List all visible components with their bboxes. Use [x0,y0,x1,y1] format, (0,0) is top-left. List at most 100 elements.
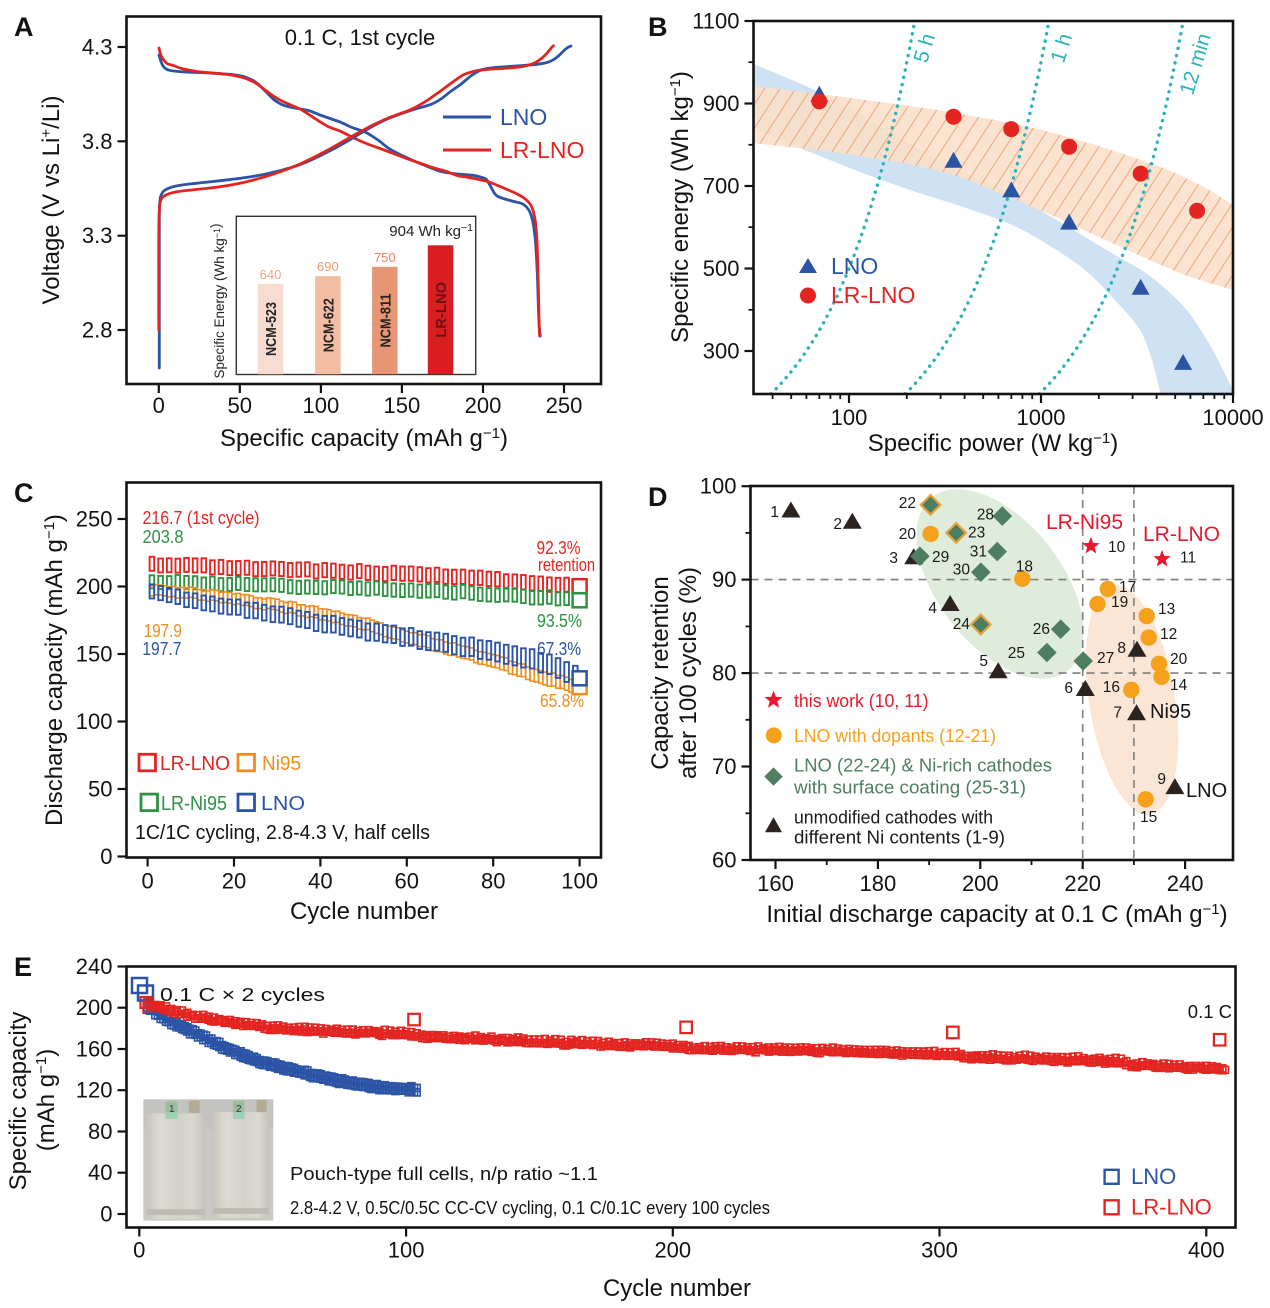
svg-text:150: 150 [384,393,421,418]
svg-text:197.9: 197.9 [144,621,182,641]
svg-text:Specific capacity (mAh g−1): Specific capacity (mAh g−1) [220,425,508,452]
svg-text:4.3: 4.3 [82,35,113,60]
svg-text:LR-LNO: LR-LNO [500,137,584,163]
svg-text:100: 100 [303,393,340,418]
svg-text:15: 15 [1140,809,1157,826]
svg-text:25: 25 [1008,645,1025,662]
svg-text:80: 80 [712,661,736,686]
svg-text:700: 700 [703,174,740,199]
svg-text:LNO: LNO [261,793,305,815]
svg-text:160: 160 [76,1037,113,1062]
svg-text:100: 100 [388,1238,425,1263]
svg-text:LNO (22-24) & Ni-rich cathodes: LNO (22-24) & Ni-rich cathodes [794,756,1052,776]
svg-text:9: 9 [1157,771,1166,788]
svg-text:200: 200 [76,574,113,599]
svg-text:LR-Ni95: LR-Ni95 [161,793,227,815]
svg-text:150: 150 [76,642,113,667]
svg-text:Discharge capacity (mAh g−1): Discharge capacity (mAh g−1) [41,514,68,826]
svg-text:Specific energy (Wh kg−1): Specific energy (Wh kg−1) [667,71,694,343]
svg-text:70: 70 [712,754,736,779]
svg-text:5: 5 [979,653,988,670]
svg-text:LNO: LNO [1186,780,1227,802]
svg-text:LNO: LNO [831,253,878,279]
svg-text:2: 2 [236,1104,242,1115]
svg-text:this work (10, 11): this work (10, 11) [794,691,929,711]
svg-text:500: 500 [703,256,740,281]
svg-text:Voltage (V vs Li+/Li): Voltage (V vs Li+/Li) [38,96,65,305]
svg-text:1: 1 [169,1104,175,1115]
svg-text:24: 24 [953,616,971,633]
svg-text:16: 16 [1103,679,1120,696]
svg-text:10000: 10000 [1202,405,1263,430]
svg-text:3.8: 3.8 [82,129,113,154]
svg-text:0.1 C × 2 cycles: 0.1 C × 2 cycles [160,984,325,1005]
svg-text:60: 60 [712,848,736,873]
svg-text:Specific capacity: Specific capacity [5,1012,32,1191]
svg-text:120: 120 [76,1078,113,1103]
svg-text:LNO with dopants (12-21): LNO with dopants (12-21) [794,726,996,746]
svg-text:28: 28 [977,507,994,524]
svg-text:Capacity retention: Capacity retention [647,576,674,769]
svg-text:unmodified cathodes with: unmodified cathodes with [794,808,993,828]
svg-text:10: 10 [1108,539,1126,556]
svg-text:50: 50 [228,393,252,418]
svg-text:19: 19 [1111,594,1128,611]
svg-text:with surface coating (25-31): with surface coating (25-31) [793,778,1026,798]
svg-text:300: 300 [703,339,740,364]
svg-text:0: 0 [100,1202,112,1227]
svg-text:LNO: LNO [1131,1164,1176,1189]
svg-text:90: 90 [712,567,736,592]
svg-text:Cycle number: Cycle number [603,1275,751,1302]
svg-text:0: 0 [100,844,112,869]
svg-text:LR-LNO: LR-LNO [1131,1195,1212,1220]
svg-text:240: 240 [1167,871,1204,896]
svg-text:13: 13 [1158,601,1175,618]
svg-text:Pouch-type full cells, n/p rat: Pouch-type full cells, n/p ratio ~1.1 [290,1163,598,1184]
svg-text:Ni95: Ni95 [262,753,301,775]
svg-text:3.3: 3.3 [82,223,113,248]
svg-text:Cycle number: Cycle number [290,898,438,925]
svg-text:22: 22 [899,495,916,512]
svg-text:0: 0 [153,393,165,418]
svg-text:Specific power (W kg−1): Specific power (W kg−1) [868,430,1119,457]
svg-text:LR-LNO: LR-LNO [1143,523,1220,546]
svg-text:Ni95: Ni95 [1150,701,1191,723]
svg-text:216.7 (1st cycle): 216.7 (1st cycle) [143,508,260,528]
svg-text:250: 250 [76,507,113,532]
svg-text:80: 80 [88,1119,112,1144]
svg-text:1: 1 [770,504,779,521]
svg-text:2: 2 [833,516,842,533]
svg-text:14: 14 [1170,677,1188,694]
svg-text:0: 0 [141,869,153,894]
svg-text:12: 12 [1160,626,1177,643]
svg-text:640: 640 [260,267,282,282]
svg-text:0.1 C, 1st cycle: 0.1 C, 1st cycle [285,25,435,50]
svg-text:203.8: 203.8 [143,527,184,547]
svg-text:26: 26 [1033,621,1050,638]
svg-text:750: 750 [374,250,396,265]
svg-text:0.1 C: 0.1 C [1188,1001,1232,1022]
svg-text:LNO: LNO [500,104,547,130]
svg-text:65.8%: 65.8% [540,691,584,711]
svg-text:1100: 1100 [692,9,739,34]
svg-text:1C/1C cycling, 2.8-4.3 V, half: 1C/1C cycling, 2.8-4.3 V, half cells [135,822,430,844]
svg-text:100: 100 [700,474,737,499]
svg-text:400: 400 [1188,1238,1225,1263]
svg-text:197.7: 197.7 [142,639,181,659]
svg-text:60: 60 [395,869,419,894]
svg-text:2.8-4.2 V, 0.5C/0.5C CC-CV cyc: 2.8-4.2 V, 0.5C/0.5C CC-CV cycling, 0.1 … [290,1197,770,1218]
svg-text:40: 40 [88,1160,112,1185]
svg-text:17: 17 [1119,579,1136,596]
svg-text:11: 11 [1180,550,1196,567]
svg-text:2.8: 2.8 [82,318,113,343]
svg-text:3: 3 [889,550,898,567]
svg-text:23: 23 [968,525,985,542]
svg-text:20: 20 [899,526,917,543]
svg-text:30: 30 [953,561,971,578]
svg-text:1000: 1000 [1017,405,1066,430]
svg-text:NCM-622: NCM-622 [320,298,337,352]
svg-text:80: 80 [481,869,505,894]
svg-text:200: 200 [465,393,502,418]
svg-text:LR-LNO: LR-LNO [433,281,450,337]
svg-text:200: 200 [962,871,999,896]
